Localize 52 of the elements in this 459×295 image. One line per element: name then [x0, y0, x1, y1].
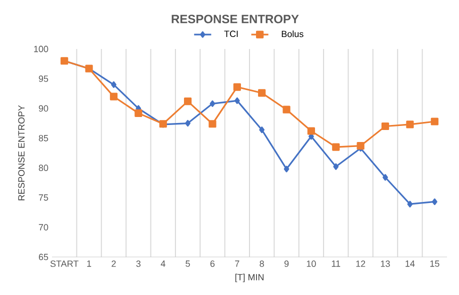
x-tick-label: 13: [380, 260, 390, 267]
legend-label: TCI: [224, 30, 238, 38]
y-tick-label: 65: [38, 254, 48, 260]
point: [407, 200, 413, 208]
point: [210, 100, 216, 107]
x-tick-label: 4: [160, 260, 166, 267]
y-axis-title: RESPONSE ENTROPY: [18, 105, 25, 200]
point: [259, 126, 265, 134]
point: [430, 118, 438, 126]
point: [406, 120, 414, 128]
x-tick-label: 2: [112, 260, 116, 267]
x-tick-label: 8: [260, 260, 264, 267]
point: [332, 143, 340, 151]
x-tick-label: 6: [210, 260, 215, 267]
x-tick-label: 1: [87, 260, 92, 267]
x-tick-label: 11: [332, 260, 340, 267]
point: [233, 83, 241, 91]
y-tick-label: 75: [38, 194, 48, 201]
legend-label: Bolus: [282, 30, 304, 38]
x-tick-label: 12: [356, 260, 366, 267]
x-tick-label: 14: [406, 260, 415, 267]
point: [307, 127, 316, 135]
point: [381, 122, 390, 130]
point: [284, 166, 290, 172]
point: [134, 109, 142, 117]
y-tick-label: 80: [38, 164, 48, 172]
point: [184, 97, 192, 106]
y-tick-label: 95: [38, 76, 48, 82]
y-tick-label: 70: [38, 224, 48, 230]
point: [282, 106, 290, 114]
x-tick-label: 5: [186, 260, 190, 267]
x-tick-label: 9: [284, 260, 289, 267]
x-tick-label: 3: [136, 260, 141, 267]
point: [356, 142, 364, 150]
point: [185, 120, 190, 127]
y-tick-label: 85: [38, 134, 48, 142]
point: [432, 198, 438, 206]
y-tick-label: 90: [38, 105, 48, 112]
point: [208, 120, 216, 128]
point: [111, 81, 116, 88]
point: [382, 174, 388, 181]
point: [110, 92, 118, 100]
x-axis-title: [T] MIN: [235, 274, 264, 282]
point: [333, 163, 339, 170]
x-tick-label: 7: [235, 260, 240, 267]
x-tick-label: START: [50, 260, 78, 267]
point: [258, 89, 266, 97]
point: [234, 97, 240, 104]
chart-title: RESPONSE ENTROPY: [172, 14, 299, 24]
x-tick-label: 15: [430, 260, 440, 267]
x-tick-label: 10: [306, 260, 316, 267]
y-tick-label: 100: [34, 46, 48, 52]
